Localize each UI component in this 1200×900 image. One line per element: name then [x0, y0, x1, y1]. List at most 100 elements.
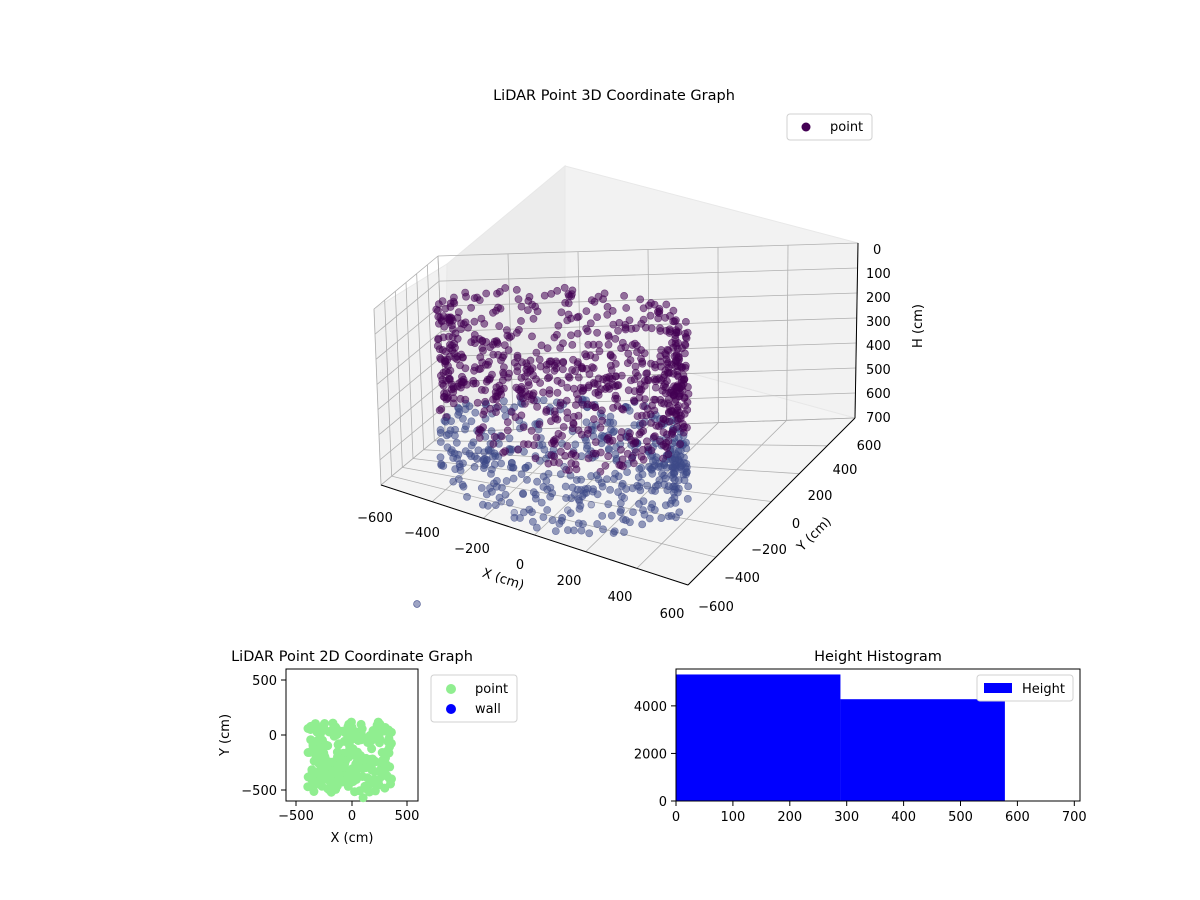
chart-3d-point	[441, 417, 450, 426]
chart-3d-point	[559, 365, 567, 374]
chart-2d-point	[375, 738, 384, 748]
chart-3d-point	[630, 375, 639, 384]
chart-2d-point	[333, 752, 342, 762]
chart-2d-legend: point wall	[430, 674, 518, 723]
chart-3d-point	[511, 413, 520, 422]
chart-3d-point	[635, 482, 644, 491]
chart-3d-point	[611, 394, 619, 403]
chart-3d-xtick: 400	[608, 590, 633, 605]
chart-3d-point	[513, 328, 521, 337]
chart-2d-point	[317, 757, 327, 767]
chart-2d-xlabel: X (cm)	[331, 831, 374, 846]
chart-2d-point	[367, 744, 377, 754]
chart-3d-point	[441, 304, 450, 313]
chart-3d-point	[467, 338, 476, 346]
chart-3d-point	[668, 429, 676, 437]
chart-3d-xtick: 600	[660, 607, 685, 622]
chart-3d-point	[611, 450, 620, 459]
chart-3d-point	[683, 494, 692, 503]
chart-3d-outlier-point	[497, 498, 506, 506]
chart-2d-xtick: 500	[395, 809, 420, 824]
chart-3d-point	[626, 429, 634, 438]
chart-3d-point	[517, 382, 526, 391]
chart-3d-point	[478, 500, 487, 509]
chart-3d-point	[486, 343, 494, 352]
chart-3d-point	[633, 348, 641, 356]
chart-3d-point	[539, 513, 548, 521]
chart-3d-point	[519, 423, 528, 432]
chart-3d-point	[529, 517, 537, 526]
chart-hist-ytick: 4000	[634, 700, 667, 715]
chart-3d-point	[440, 356, 449, 365]
chart-hist-bar	[676, 674, 841, 801]
chart-3d-point	[669, 343, 678, 352]
chart-3d-point	[669, 463, 677, 471]
chart-3d-point	[505, 498, 514, 507]
chart-3d-point	[681, 363, 690, 372]
chart-3d-point	[492, 408, 500, 416]
chart-3d-point	[571, 440, 580, 449]
chart-3d-point	[447, 321, 456, 330]
chart-3d-point	[585, 370, 594, 379]
chart-3d-point	[467, 303, 475, 312]
chart-3d-gridline	[374, 280, 440, 335]
chart-3d-legend-box	[786, 113, 873, 141]
chart-3d-point	[436, 438, 445, 446]
chart-3d-title: LiDAR Point 3D Coordinate Graph	[493, 88, 735, 104]
chart-2d-legend-label-wall: wall	[475, 702, 501, 717]
chart-3d-point	[616, 508, 625, 516]
chart-2d-point	[356, 751, 365, 760]
chart-3d-point	[470, 330, 479, 339]
chart-3d-point	[532, 433, 541, 442]
chart-3d-point	[659, 414, 668, 423]
chart-3d-point	[509, 474, 518, 483]
chart-3d-point	[589, 487, 597, 496]
chart-3d-point	[478, 336, 487, 345]
chart-3d-point	[576, 501, 585, 510]
chart-3d-point	[499, 397, 508, 406]
chart-3d-point	[493, 289, 501, 298]
chart-3d-gridline	[426, 264, 435, 441]
chart-3d-point	[681, 349, 689, 358]
chart-3d-point	[574, 411, 583, 420]
chart-2d-point	[320, 719, 330, 728]
chart-3d-point	[469, 379, 478, 388]
chart-3d-gridline	[439, 292, 858, 307]
chart-3d-point	[540, 445, 549, 454]
chart-3d-point	[527, 426, 536, 435]
chart-3d-point	[604, 331, 613, 340]
chart-3d-point	[598, 416, 607, 425]
chart-2d-point	[365, 787, 374, 797]
chart-3d-point	[664, 512, 673, 521]
chart-3d-point	[503, 426, 512, 435]
chart-3d-point	[583, 327, 592, 335]
chart-3d-point	[567, 331, 575, 340]
chart-3d-point	[609, 529, 618, 537]
chart-3d-point	[547, 289, 556, 298]
chart-3d-point	[504, 346, 513, 354]
chart-3d-point	[535, 355, 544, 364]
chart-3d-point	[491, 501, 500, 509]
chart-hist-ytick: 0	[659, 795, 667, 810]
chart-3d-point	[503, 418, 512, 426]
chart-3d-point	[661, 442, 670, 451]
chart-3d-point	[574, 495, 583, 503]
chart-3d-point	[635, 499, 643, 508]
chart-3d-outlier-point	[564, 506, 572, 514]
chart-3d-point	[617, 461, 625, 470]
chart-2d-point	[324, 727, 334, 737]
chart-3d-point	[482, 289, 491, 298]
chart-3d-point	[444, 374, 453, 383]
chart-3d-point	[589, 340, 598, 349]
chart-3d-point	[562, 494, 570, 502]
chart-3d-point	[552, 359, 561, 368]
chart-2d-point	[343, 781, 353, 791]
chart-3d-point	[574, 373, 583, 382]
chart-2d-ytick: −500	[241, 784, 277, 799]
chart-3d-point	[650, 300, 659, 309]
chart-3d-point	[604, 444, 613, 453]
chart-3d-point	[599, 375, 608, 384]
chart-3d-point	[454, 308, 463, 317]
chart-3d-point	[467, 441, 476, 450]
